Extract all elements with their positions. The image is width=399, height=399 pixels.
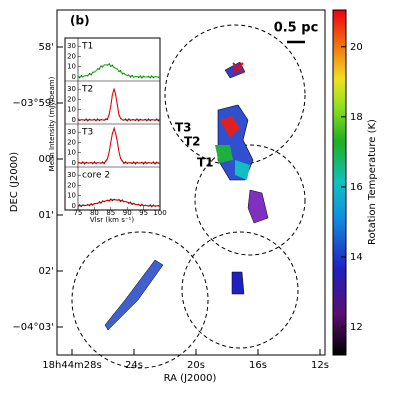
inset-y-tick-label: 20 bbox=[67, 181, 76, 189]
y-tick-label: 02' bbox=[39, 266, 54, 277]
inset-y-tick-label: 0 bbox=[72, 116, 76, 124]
inset-y-tick-label: 30 bbox=[67, 42, 76, 50]
x-axis-label: RA (J2000) bbox=[164, 373, 217, 384]
inset-x-tick-label: 75 bbox=[74, 209, 83, 217]
inset-y-tick-label: 30 bbox=[67, 128, 76, 136]
emission bbox=[104, 61, 269, 331]
colorbar bbox=[332, 9, 347, 356]
panel-label: core 2 bbox=[82, 171, 110, 181]
spectrum-fit bbox=[77, 199, 160, 207]
colorbar-tick-label: 20 bbox=[350, 42, 363, 53]
map-frame bbox=[56, 9, 326, 356]
y-tick-label: −04°03' bbox=[12, 322, 54, 333]
inset-y-tick-label: 0 bbox=[72, 202, 76, 210]
colorbar-label: Rotation Temperature (K) bbox=[367, 119, 378, 245]
source-label: T1 bbox=[197, 156, 214, 170]
scale-label: 0.5 pc bbox=[274, 21, 319, 36]
colorbar-tick-label: 18 bbox=[350, 112, 363, 123]
x-tick-label: 16s bbox=[249, 360, 267, 371]
colorbar-tick-label: 14 bbox=[350, 252, 363, 263]
x-tick-label: 12s bbox=[311, 360, 329, 371]
inset-y-tick-label: 20 bbox=[67, 52, 76, 60]
spectrum-fit bbox=[78, 127, 160, 164]
x-tick-label: 24s bbox=[125, 360, 143, 371]
inset-y-tick-label: 10 bbox=[67, 149, 76, 157]
inset-y-tick-label: 0 bbox=[72, 159, 76, 167]
inset-y-tick-label: 10 bbox=[67, 106, 76, 114]
inset-y-label: Mean Intensity (mJy/beam) bbox=[48, 76, 56, 171]
source-label: T3 bbox=[175, 121, 192, 135]
spectrum-fit bbox=[78, 87, 160, 121]
x-tick-label: 20s bbox=[187, 360, 205, 371]
inset-y-tick-label: 10 bbox=[67, 63, 76, 71]
inset-y-tick-label: 0 bbox=[72, 73, 76, 81]
panel-label: T2 bbox=[81, 85, 93, 95]
coverage bbox=[71, 24, 306, 369]
inset-y-tick-label: 10 bbox=[67, 192, 76, 200]
panel-label: T3 bbox=[81, 128, 93, 138]
spectrum-fit bbox=[77, 64, 160, 78]
inset-x-tick-label: 80 bbox=[90, 209, 99, 217]
x-tick-label: 18h44m28s bbox=[42, 360, 101, 371]
colorbar-tick-label: 16 bbox=[350, 182, 363, 193]
y-tick-label: 00' bbox=[39, 154, 54, 165]
y-tick-label: −03°59' bbox=[12, 98, 54, 109]
inset-x-tick-label: 100 bbox=[153, 209, 166, 217]
y-axis-label: DEC (J2000) bbox=[9, 152, 20, 212]
inset-y-tick-label: 30 bbox=[67, 85, 76, 93]
colorbar-tick-label: 12 bbox=[350, 322, 363, 333]
source-label: T2 bbox=[184, 135, 201, 149]
inset-x-tick-label: 90 bbox=[123, 209, 132, 217]
inset-x-tick-label: 85 bbox=[106, 209, 115, 217]
inset-y-tick-label: 20 bbox=[67, 95, 76, 103]
inset-x-label: Vlsr (km s⁻¹) bbox=[90, 216, 134, 224]
panel-label: (b) bbox=[70, 14, 90, 28]
inset-x-tick-label: 95 bbox=[139, 209, 148, 217]
inset-y-tick-label: 30 bbox=[67, 171, 76, 179]
panel-label: T1 bbox=[81, 42, 93, 52]
inset-y-tick-label: 20 bbox=[67, 138, 76, 146]
y-tick-label: 58' bbox=[39, 42, 54, 53]
y-tick-label: 01' bbox=[39, 210, 54, 221]
